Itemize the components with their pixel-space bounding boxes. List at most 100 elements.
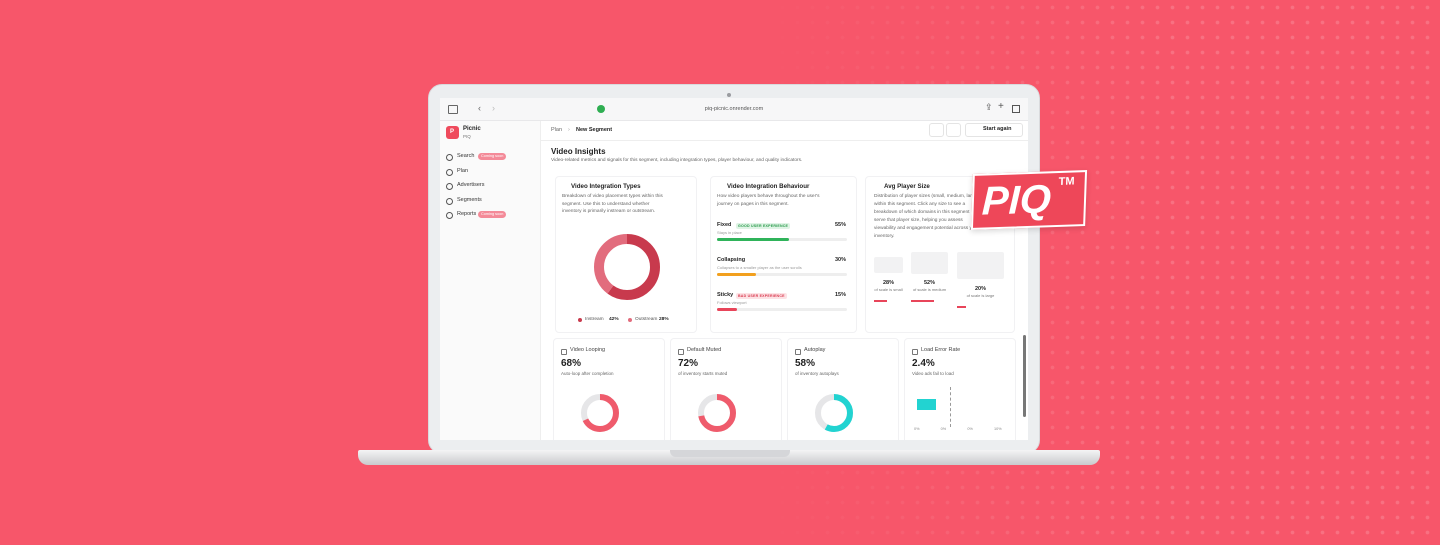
card-description: Breakdown of video placement types withi… xyxy=(562,194,663,199)
behaviour-note: Stays in place xyxy=(717,230,742,235)
menu-icon xyxy=(446,154,453,161)
menu-item[interactable]: Search xyxy=(457,153,475,159)
behaviour-label: Collapsing xyxy=(717,257,746,263)
axis-label: 10% xyxy=(994,427,1002,431)
main: Plan › New Segment Start again Video Insight… xyxy=(541,121,1028,440)
behaviour-value: 15% xyxy=(835,292,847,298)
donut-value xyxy=(581,394,619,432)
share-button[interactable]: ⇪ xyxy=(985,102,993,112)
size-caption: of scale is medium xyxy=(912,287,947,292)
card-description: segment. Use this to understand whether xyxy=(562,201,650,207)
progress-track xyxy=(717,308,847,311)
legend-swatch xyxy=(578,318,582,322)
metric-title: Autoplay xyxy=(804,347,826,353)
metric-donut xyxy=(815,394,853,432)
forward-button[interactable]: › xyxy=(492,103,495,113)
experience-badge: BAD USER EXPERIENCE xyxy=(736,292,787,299)
behaviour-note: Collapses to a smaller player as the use… xyxy=(717,265,802,270)
size-value: 28% xyxy=(882,280,894,286)
card-description: How video players behave throughout the … xyxy=(717,194,820,199)
donut-value xyxy=(698,394,736,432)
metric-value: 72% xyxy=(678,358,699,369)
menu-icon xyxy=(446,197,453,205)
menu-item[interactable]: Plan xyxy=(457,167,469,174)
breadcrumb-separator: › xyxy=(568,127,570,133)
legend-label: Instream xyxy=(585,317,604,322)
legend-label: Outstream xyxy=(635,317,658,322)
menu-icon xyxy=(446,212,453,219)
url[interactable]: piq-picnic.onrender.com xyxy=(704,106,764,112)
menu-icon xyxy=(446,183,453,190)
metric-title: Default Muted xyxy=(687,347,722,353)
menu-item[interactable]: Segments xyxy=(457,196,482,203)
metric-donut xyxy=(581,394,619,432)
donut xyxy=(594,234,660,300)
metric-card: Load Error Rate 2.4% Video ads fail to loa… xyxy=(904,338,1016,440)
sidebar-toggle[interactable] xyxy=(448,105,458,114)
card-description: inventory is primarily instream or outst… xyxy=(562,209,656,214)
start-again-button[interactable] xyxy=(965,123,1023,137)
card-description: breakdown of which domains in this segme… xyxy=(874,210,970,215)
start-again-label: Start again xyxy=(983,126,1012,132)
page-title: Video Insights xyxy=(551,147,606,156)
progress-bar xyxy=(717,273,756,276)
metric-icon xyxy=(678,349,684,355)
menu-item[interactable]: Advertisers xyxy=(457,182,485,188)
site-icon xyxy=(597,105,605,113)
coming-soon-badge: Coming soon xyxy=(478,153,507,160)
share-button[interactable] xyxy=(946,123,961,137)
axis-label: 0% xyxy=(967,427,973,431)
brand-text: PIQ xyxy=(981,177,1052,224)
card-description: journey on pages in this segment. xyxy=(717,201,789,207)
card-description: Distribution of player sizes (small, med… xyxy=(874,194,979,199)
size-value: 52% xyxy=(923,280,935,286)
behaviour-label: Fixed xyxy=(717,222,732,228)
scrollbar[interactable] xyxy=(1023,335,1026,417)
header-divider xyxy=(541,140,1028,141)
player-size-card: Avg Player Size Distribution of player si… xyxy=(865,176,1015,333)
progress-bar xyxy=(717,238,789,241)
screen: ‹ › piq-picnic.onrender.com ⇪ + P Picnic P… xyxy=(440,98,1028,440)
metric-icon xyxy=(912,349,918,355)
donut-value xyxy=(815,394,853,432)
org-name: Picnic xyxy=(463,126,481,132)
size-bar xyxy=(911,300,935,302)
metric-note: of inventory autoplays xyxy=(795,371,839,376)
sidebar: P Picnic PIQ Search Coming soon Plan Advertise… xyxy=(440,121,541,440)
back-button[interactable]: ‹ xyxy=(478,103,481,113)
player-size-box[interactable] xyxy=(874,257,903,273)
player-size-box[interactable] xyxy=(957,252,1004,279)
save-button[interactable] xyxy=(929,123,944,137)
trademark: TM xyxy=(1058,175,1075,188)
behaviour-value: 55% xyxy=(835,222,847,228)
donut-segment xyxy=(594,234,660,300)
player-size-box[interactable] xyxy=(911,252,948,274)
coming-soon-badge: Coming soon xyxy=(478,211,507,218)
integration-behaviour-card: Video Integration Behaviour How video pla… xyxy=(710,176,857,333)
metric-value: 58% xyxy=(795,358,816,369)
card-description: viewability and engagement potential acr… xyxy=(874,226,979,231)
logo-letter: P xyxy=(450,128,455,135)
card-description: within this segment. Click any size to s… xyxy=(874,202,966,207)
metric-title: Video Looping xyxy=(570,347,606,353)
legend-value: 42% xyxy=(609,317,619,322)
card-title: Video Integration Behaviour xyxy=(727,183,810,190)
metric-card: Default Muted 72% of inventory starts mute… xyxy=(670,338,782,440)
metric-card: Autoplay 58% of inventory autoplays xyxy=(787,338,899,440)
legend-swatch xyxy=(628,318,632,322)
progress-bar xyxy=(717,308,737,311)
new-tab-button[interactable]: + xyxy=(998,101,1004,112)
card-title: Avg Player Size xyxy=(884,183,930,190)
product-name: PIQ xyxy=(463,134,471,139)
size-bar xyxy=(957,306,966,308)
card-description: inventory. xyxy=(874,234,895,239)
tabs-button[interactable] xyxy=(1012,105,1020,113)
behaviour-note: Follows viewport xyxy=(717,300,747,305)
menu-icon xyxy=(446,168,453,176)
experience-badge: GOOD USER EXPERIENCE xyxy=(736,222,791,229)
behaviour-value: 30% xyxy=(835,257,847,263)
page-subtitle: Video-related metrics and signals for th… xyxy=(551,158,803,163)
size-bar xyxy=(874,300,887,302)
menu-item[interactable]: Reports xyxy=(457,211,477,217)
